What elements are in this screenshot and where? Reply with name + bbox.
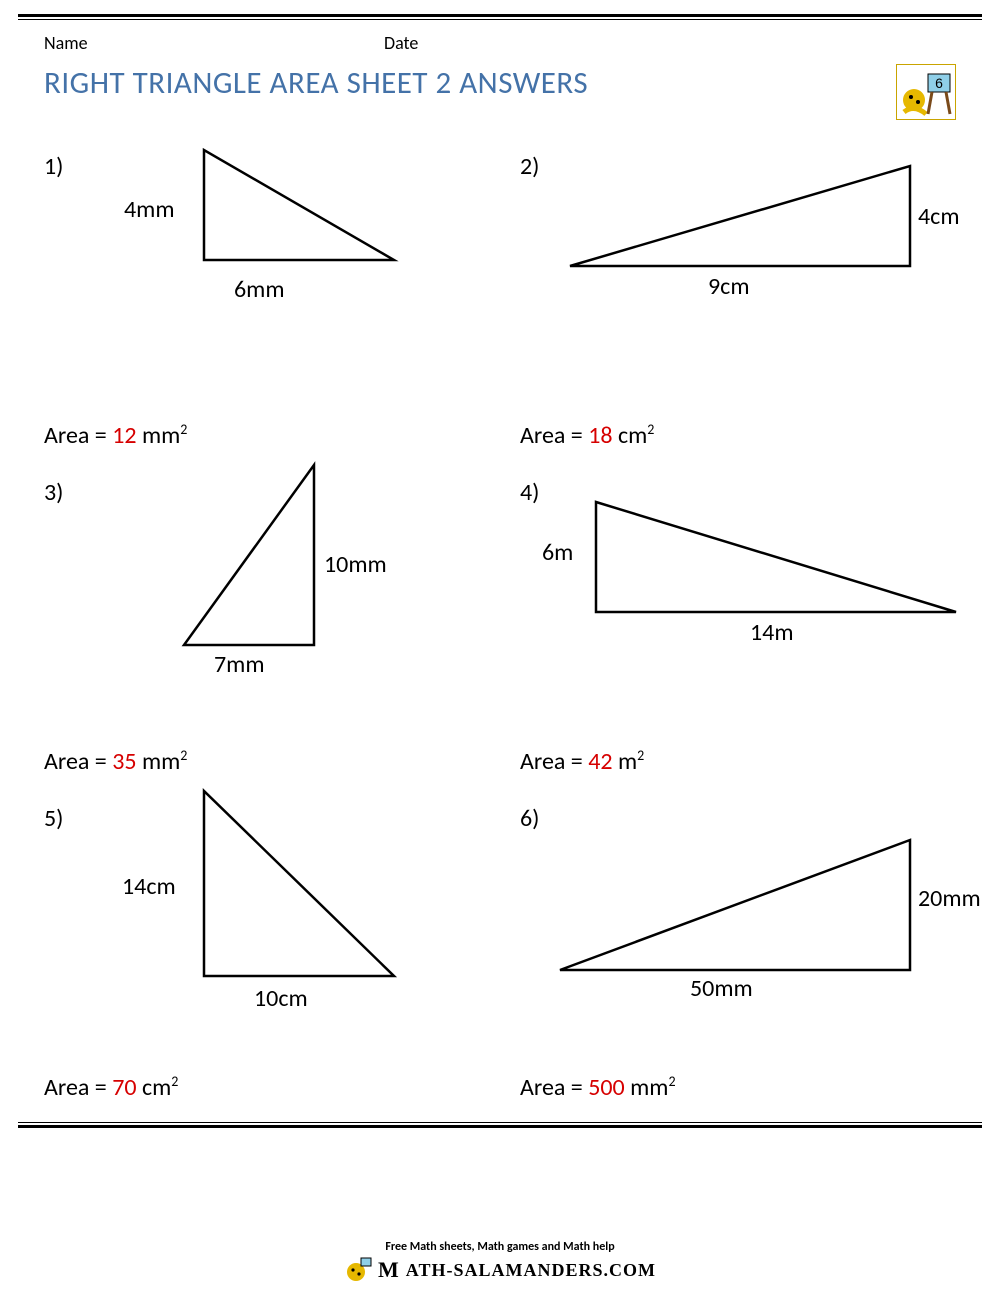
area-unit: mm bbox=[137, 421, 181, 450]
side-label-b: 50mm bbox=[690, 974, 753, 1003]
side-label-a: 6m bbox=[542, 538, 573, 567]
header-row: Name Date bbox=[0, 20, 1000, 60]
date-label: Date bbox=[384, 32, 418, 54]
problem-cell: 6)20mm50mmArea = 500 mm2 bbox=[520, 792, 956, 1112]
footer-logo-icon bbox=[344, 1256, 372, 1284]
area-exponent: 2 bbox=[637, 747, 644, 764]
problem-number: 2) bbox=[520, 152, 539, 181]
triangle-shape bbox=[144, 140, 404, 275]
side-label-a: 4mm bbox=[124, 195, 175, 224]
problem-number: 3) bbox=[44, 478, 63, 507]
area-exponent: 2 bbox=[171, 1073, 178, 1090]
footer-brand-text: ATH-SALAMANDERS.COM bbox=[406, 1260, 656, 1281]
area-exponent: 2 bbox=[668, 1073, 675, 1090]
area-value: 18 bbox=[588, 421, 612, 450]
problem-cell: 5) 14cm 10cm Area = 70 cm2 bbox=[44, 792, 480, 1112]
area-unit: mm bbox=[625, 1073, 669, 1102]
footer-brand: M ATH-SALAMANDERS.COM bbox=[344, 1256, 656, 1284]
title-row: RIGHT TRIANGLE AREA SHEET 2 ANSWERS 6 bbox=[0, 60, 1000, 130]
bottom-rule bbox=[18, 1122, 982, 1128]
side-label-a: 4cm bbox=[918, 202, 959, 231]
triangle-shape bbox=[144, 786, 404, 991]
area-value: 35 bbox=[112, 747, 136, 776]
side-label-b: 14m bbox=[750, 618, 794, 647]
problem-number: 1) bbox=[44, 152, 63, 181]
salamander-icon: 6 bbox=[898, 66, 954, 118]
problem-grid: 1)4mm6mmArea = 12 mm22)4cm9cmArea = 18 c… bbox=[0, 130, 1000, 1112]
area-prefix: Area = bbox=[520, 1073, 588, 1102]
page-title: RIGHT TRIANGLE AREA SHEET 2 ANSWERS bbox=[44, 64, 588, 102]
footer: Free Math sheets, Math games and Math he… bbox=[0, 1240, 1000, 1284]
problem-cell: 4) 6m 14m Area = 42 m2 bbox=[520, 466, 956, 786]
side-label-a: 10mm bbox=[324, 550, 387, 579]
area-value: 42 bbox=[588, 747, 612, 776]
area-value: 70 bbox=[112, 1073, 136, 1102]
problem-number: 5) bbox=[44, 804, 63, 833]
side-label-b: 7mm bbox=[214, 650, 265, 679]
triangle-shape bbox=[556, 482, 966, 627]
triangle-shape bbox=[550, 800, 920, 985]
side-label-b: 9cm bbox=[708, 272, 749, 301]
area-prefix: Area = bbox=[44, 1073, 112, 1102]
area-prefix: Area = bbox=[520, 421, 588, 450]
area-unit: cm bbox=[613, 421, 648, 450]
area-unit: cm bbox=[137, 1073, 172, 1102]
area-exponent: 2 bbox=[180, 421, 187, 438]
problem-number: 6) bbox=[520, 804, 539, 833]
triangle-shape bbox=[144, 460, 324, 660]
side-label-a: 20mm bbox=[918, 884, 981, 913]
area-exponent: 2 bbox=[180, 747, 187, 764]
side-label-a: 14cm bbox=[122, 872, 176, 901]
area-line: Area = 12 mm2 bbox=[44, 421, 187, 450]
side-label-b: 6mm bbox=[234, 275, 285, 304]
problem-cell: 2) 4cm 9cm Area = 18 cm2 bbox=[520, 140, 956, 460]
area-value: 12 bbox=[112, 421, 136, 450]
area-line: Area = 42 m2 bbox=[520, 747, 644, 776]
area-prefix: Area = bbox=[44, 421, 112, 450]
area-unit: m bbox=[613, 747, 638, 776]
side-label-b: 10cm bbox=[254, 984, 308, 1013]
area-unit: mm bbox=[137, 747, 181, 776]
footer-brand-m: M bbox=[378, 1257, 400, 1283]
grade-badge: 6 bbox=[896, 64, 956, 120]
area-line: Area = 35 mm2 bbox=[44, 747, 187, 776]
name-label: Name bbox=[44, 32, 384, 54]
footer-help-text: Free Math sheets, Math games and Math he… bbox=[385, 1240, 614, 1254]
area-prefix: Area = bbox=[520, 747, 588, 776]
area-line: Area = 18 cm2 bbox=[520, 421, 654, 450]
area-line: Area = 70 cm2 bbox=[44, 1073, 178, 1102]
problem-cell: 3) 10mm 7mm Area = 35 mm2 bbox=[44, 466, 480, 786]
area-prefix: Area = bbox=[44, 747, 112, 776]
triangle-shape bbox=[560, 136, 920, 281]
area-value: 500 bbox=[588, 1073, 625, 1102]
area-line: Area = 500 mm2 bbox=[520, 1073, 676, 1102]
problem-cell: 1) 4mm 6mm Area = 12 mm2 bbox=[44, 140, 480, 460]
badge-number: 6 bbox=[935, 75, 943, 91]
problem-number: 4) bbox=[520, 478, 539, 507]
area-exponent: 2 bbox=[647, 421, 654, 438]
